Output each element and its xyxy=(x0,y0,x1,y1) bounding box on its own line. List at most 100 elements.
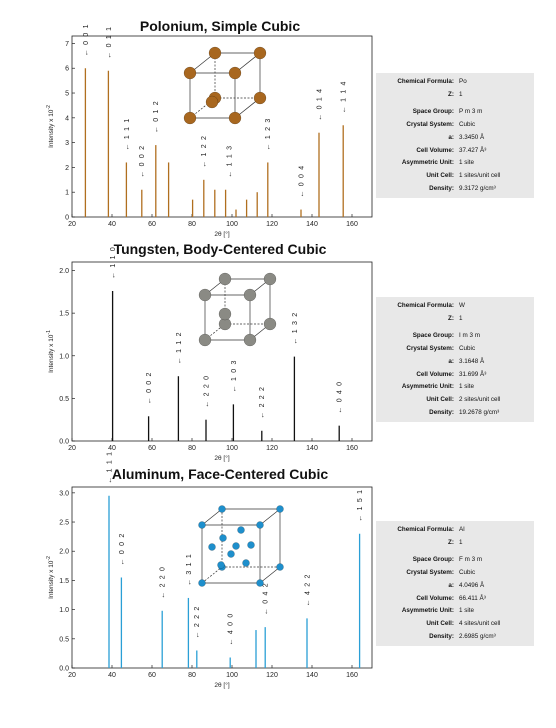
atom xyxy=(227,550,235,558)
info-value: 1 xyxy=(459,538,463,546)
peak-label: ← 0 1 2 xyxy=(153,100,160,133)
info-value: 1 site xyxy=(459,607,475,615)
info-key: Unit Cell: xyxy=(426,395,454,403)
atom xyxy=(263,272,277,286)
info-row-unit-cell: Unit Cell: 2 sites/unit cell xyxy=(376,394,534,407)
x-axis-label: 2θ [°] xyxy=(214,230,229,238)
unit-cell-illustration xyxy=(198,505,284,587)
info-row-volume: Cell Volume: 31.699 Å³ xyxy=(376,369,534,382)
info-value: 4 sites/unit cell xyxy=(459,619,501,627)
x-tick-label: 100 xyxy=(226,672,238,679)
y-tick-label: 6 xyxy=(65,66,69,73)
info-value: 1 xyxy=(459,90,463,98)
atom xyxy=(198,288,212,302)
y-tick-label: 2.5 xyxy=(59,520,69,527)
svg-text:← 0 0 2: ← 0 0 2 xyxy=(146,371,153,404)
svg-text:← 2 2 2: ← 2 2 2 xyxy=(259,386,266,419)
atom xyxy=(198,333,212,347)
info-value: Cubic xyxy=(459,345,476,353)
x-tick-label: 40 xyxy=(108,221,116,228)
info-key: Cell Volume: xyxy=(416,146,454,154)
svg-text:← 1 1 4: ← 1 1 4 xyxy=(341,80,348,113)
x-tick-label: 80 xyxy=(188,221,196,228)
peak-label: ← 1 1 4 xyxy=(341,80,348,113)
info-panel-polonium: Chemical Formula: Po Z: 1 Space Group: P m 3 … xyxy=(376,73,534,199)
peak-label: ← 0 0 2 xyxy=(139,145,146,178)
svg-text:← 0 0 2: ← 0 0 2 xyxy=(139,145,146,178)
info-row-system: Crystal System: Cubic xyxy=(376,343,534,356)
atom xyxy=(217,561,225,569)
atom xyxy=(243,333,257,347)
info-key: Space Group: xyxy=(412,108,454,116)
info-key: Z: xyxy=(448,90,454,98)
peak-label: ← 0 0 1 xyxy=(83,23,90,56)
x-tick-label: 120 xyxy=(266,221,278,228)
atom xyxy=(232,542,240,550)
info-value: 1 sites/unit cell xyxy=(459,171,501,179)
atom xyxy=(183,111,197,125)
info-key: Density: xyxy=(429,632,454,640)
y-tick-label: 2.0 xyxy=(59,549,69,556)
x-tick-label: 40 xyxy=(108,672,116,679)
svg-text:← 0 4 2: ← 0 4 2 xyxy=(263,582,270,615)
chart-polonium: 20 40 60 80 100 120 140 160 0 1 2 3 4 5 6 7 2θ [°] Intens… xyxy=(46,23,373,238)
peak-label: ← 1 2 3 xyxy=(265,118,272,151)
info-panel-aluminum: Chemical Formula: Al Z: 1 Space Group: F m 3 … xyxy=(376,521,534,647)
y-tick-label: 0 xyxy=(65,215,69,222)
svg-text:← 2 2 0: ← 2 2 0 xyxy=(203,375,210,408)
info-key: Asymmetric Unit: xyxy=(401,159,454,167)
info-value: F m 3 m xyxy=(459,556,483,564)
atom xyxy=(218,307,232,321)
info-row-system: Crystal System: Cubic xyxy=(376,567,534,580)
info-row-a: a: 3.3450 Å xyxy=(376,132,534,145)
atom xyxy=(263,317,277,331)
peak-label: ← 0 4 2 xyxy=(263,582,270,615)
atom xyxy=(256,521,264,529)
svg-text:← 0 1 1: ← 0 1 1 xyxy=(106,26,113,59)
info-key: Asymmetric Unit: xyxy=(401,607,454,615)
atom xyxy=(198,521,206,529)
svg-text:← 2 2 2: ← 2 2 2 xyxy=(194,606,201,639)
y-tick-label: 3.0 xyxy=(59,490,69,497)
atom xyxy=(276,563,284,571)
atom xyxy=(237,526,245,534)
info-value: Po xyxy=(459,78,467,85)
x-tick-label: 100 xyxy=(226,445,238,452)
info-row-z: Z: 1 xyxy=(376,537,534,550)
atom xyxy=(276,505,284,513)
info-value: I m 3 m xyxy=(459,332,480,340)
info-key: Unit Cell: xyxy=(426,619,454,627)
info-value: 1 site xyxy=(459,159,475,167)
atom xyxy=(243,288,257,302)
atom xyxy=(198,579,206,587)
y-tick-label: 5 xyxy=(65,91,69,98)
svg-text:← 4 2 2: ← 4 2 2 xyxy=(304,573,311,606)
x-tick-label: 120 xyxy=(266,445,278,452)
info-value: 3.1648 Å xyxy=(459,357,485,365)
unit-cell-illustration xyxy=(198,272,277,347)
svg-text:← 0 1 2: ← 0 1 2 xyxy=(153,100,160,133)
info-key: Chemical Formula: xyxy=(397,526,454,533)
y-tick-label: 0.5 xyxy=(59,396,69,403)
info-value: 2.6985 g/cm³ xyxy=(459,632,496,640)
peak-label: ← 2 2 2 xyxy=(259,386,266,419)
x-tick-label: 80 xyxy=(188,445,196,452)
info-key: Chemical Formula: xyxy=(397,302,454,309)
atom xyxy=(247,541,255,549)
info-row-space-group: Space Group: P m 3 m xyxy=(376,106,534,119)
atom xyxy=(208,46,222,60)
svg-text:← 1 3 2: ← 1 3 2 xyxy=(292,312,299,345)
x-axis-label: 2θ [°] xyxy=(214,681,229,689)
info-value: 4.0496 Å xyxy=(459,581,485,589)
x-tick-label: 40 xyxy=(108,445,116,452)
info-key: Cell Volume: xyxy=(416,594,454,602)
peak-label: ← 2 2 0 xyxy=(160,566,167,599)
info-key: a: xyxy=(448,357,454,365)
x-tick-label: 20 xyxy=(68,221,76,228)
svg-text:← 0 0 4: ← 0 0 4 xyxy=(298,165,305,198)
info-row-a: a: 3.1648 Å xyxy=(376,356,534,369)
info-value: 3.3450 Å xyxy=(459,133,485,141)
atom xyxy=(218,505,226,513)
info-row-asym: Asymmetric Unit: 1 site xyxy=(376,381,534,394)
info-key: Z: xyxy=(448,314,454,322)
